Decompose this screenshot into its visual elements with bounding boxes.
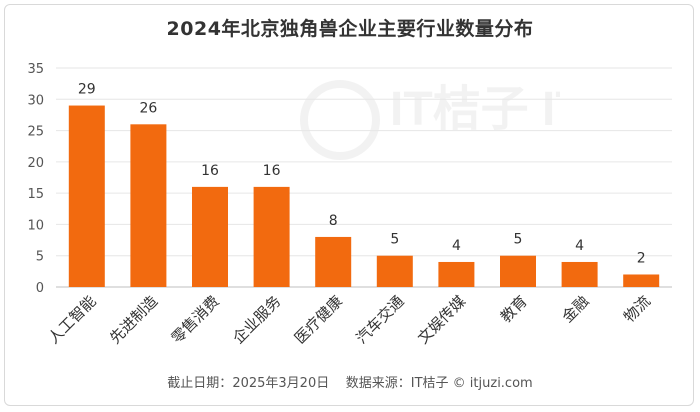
data-label: 8 [329, 213, 338, 229]
data-label: 5 [390, 232, 399, 248]
source-label: 数据来源： [345, 376, 411, 391]
x-tick-label: 金融 [558, 292, 592, 326]
y-tick-label: 0 [36, 281, 44, 296]
y-tick-label: 5 [36, 250, 44, 265]
y-tick-label: 35 [27, 62, 44, 77]
bar [315, 236, 352, 287]
bar [438, 261, 475, 287]
x-tick-label: 零售消费 [168, 292, 223, 347]
bar [561, 261, 598, 287]
data-label: 16 [263, 163, 281, 179]
data-label: 16 [201, 163, 219, 179]
bar [623, 274, 660, 287]
source-value: IT桔子 © itjuzi.com [410, 376, 533, 391]
y-tick-label: 15 [27, 187, 44, 202]
x-tick-label: 物流 [620, 292, 654, 326]
y-tick-label: 20 [27, 156, 44, 171]
bar [192, 186, 228, 287]
x-tick-label: 汽车交通 [352, 292, 407, 347]
chart-frame [4, 4, 694, 406]
x-tick-label: 教育 [497, 292, 531, 326]
date-value: 2025年3月20日 [232, 376, 330, 391]
y-tick-label: 25 [27, 125, 44, 140]
y-axis-ticks: 0 5 10 15 20 25 30 35 [27, 62, 44, 296]
category-labels: 人工智能 先进制造 零售消费 企业服务 医疗健康 汽车交通 文娱传媒 教育 金融 物流 [44, 292, 654, 347]
chart-footer: 截止日期：2025年3月20日 数据来源：IT桔子 © itjuzi.com [0, 372, 700, 391]
x-tick-label: 人工智能 [44, 292, 99, 347]
y-tick-label: 30 [27, 93, 44, 108]
bars [68, 105, 660, 288]
data-label: 4 [575, 238, 584, 254]
data-label: 2 [637, 250, 646, 266]
chart-title: 2024年北京独角兽企业主要行业数量分布 [166, 18, 534, 40]
bar [500, 255, 536, 287]
y-tick-label: 10 [27, 218, 44, 233]
data-label: 26 [139, 100, 157, 116]
x-tick-label: 企业服务 [229, 292, 284, 347]
data-labels: 29 26 16 16 8 5 4 5 4 2 [78, 82, 646, 267]
x-tick-label: 医疗健康 [291, 292, 346, 347]
x-tick-label: 文娱传媒 [414, 292, 469, 347]
x-tick-label: 先进制造 [106, 292, 161, 347]
date-label: 截止日期： [167, 376, 233, 391]
bar [68, 105, 105, 288]
data-label: 29 [78, 82, 96, 98]
data-label: 4 [452, 238, 461, 254]
bar [130, 124, 167, 287]
bar [376, 255, 413, 287]
data-label: 5 [514, 232, 523, 248]
bar [253, 186, 290, 287]
